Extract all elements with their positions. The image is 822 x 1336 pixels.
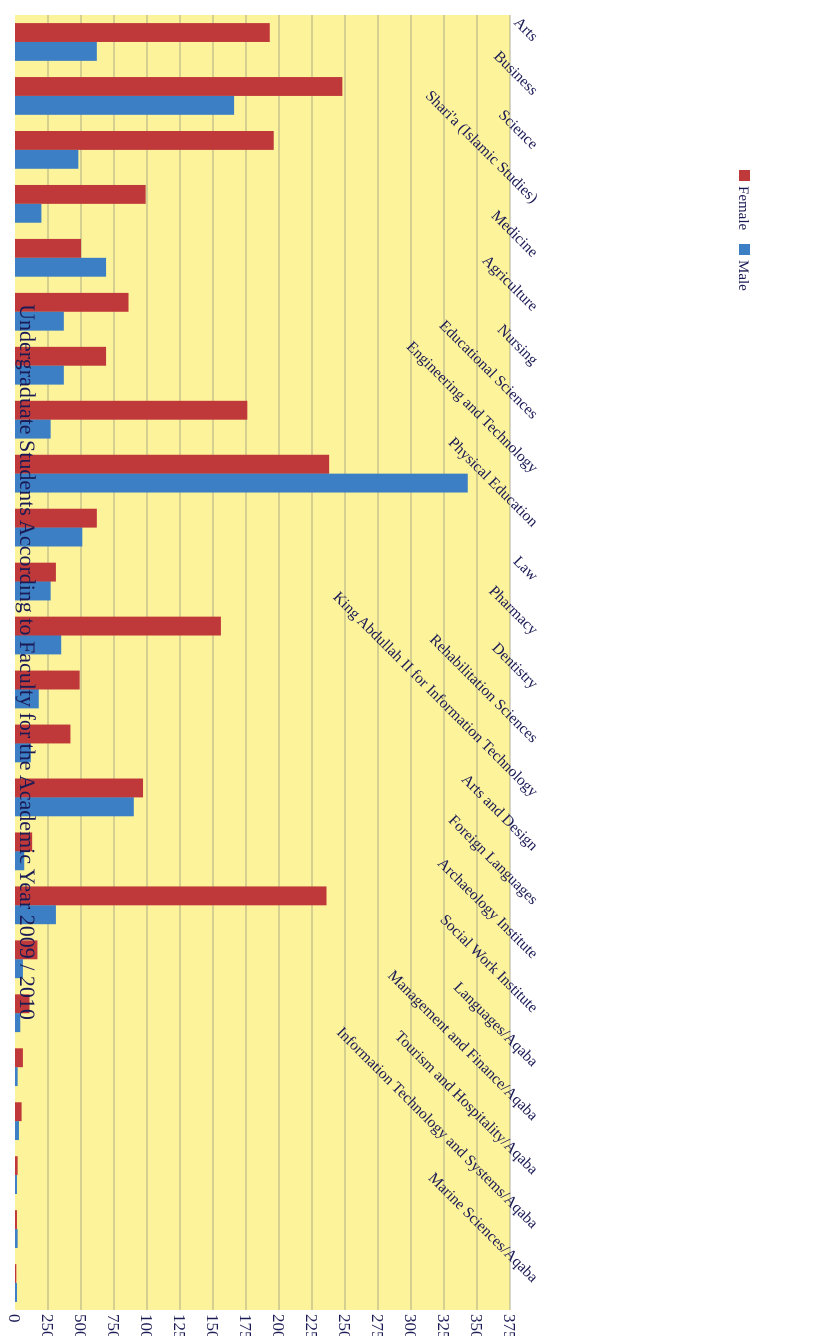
y-tick-label: 3500 bbox=[467, 1314, 486, 1336]
legend-swatch-female bbox=[739, 170, 750, 181]
y-tick-label: 2250 bbox=[302, 1314, 321, 1336]
bar-male-archaeology-institute bbox=[14, 959, 23, 979]
bar-female-nursing bbox=[15, 346, 107, 366]
bar-male-shari-a-islamic-studies bbox=[15, 203, 42, 223]
bar-male-medicine bbox=[15, 257, 107, 277]
bar-female-rehabilitation-sciences bbox=[15, 724, 71, 744]
bar-male-dentistry bbox=[15, 689, 39, 709]
bar-female-engineering-and-technology bbox=[15, 454, 330, 474]
legend-swatch-male bbox=[739, 244, 750, 255]
bar-male-tourism-and-hospitality-aqaba bbox=[14, 1175, 17, 1194]
y-tick-label: 3000 bbox=[401, 1314, 420, 1336]
bar-female-management-and-finance-aqaba bbox=[14, 1102, 22, 1122]
bar-female-medicine bbox=[15, 238, 81, 258]
bar-female-pharmacy bbox=[14, 616, 221, 636]
y-tick-label: 500 bbox=[71, 1314, 90, 1336]
bar-male-law bbox=[15, 581, 51, 601]
y-axis-ticks: 0 250 500 750 1000 1250 1500 1750 2000 2250 2500 27… bbox=[5, 1314, 519, 1336]
bars bbox=[14, 23, 468, 1302]
bar-male-business bbox=[15, 95, 235, 115]
y-tick-label: 750 bbox=[104, 1314, 123, 1336]
y-tick-label: 3250 bbox=[434, 1314, 453, 1336]
bar-male-physical-education bbox=[15, 527, 83, 547]
bar-female-business bbox=[15, 77, 343, 96]
y-tick-label: 1500 bbox=[203, 1314, 222, 1336]
bar-male-social-work-institute bbox=[15, 1013, 21, 1033]
bar-female-foreign-languages bbox=[15, 886, 327, 906]
bar-male-agriculture bbox=[15, 311, 64, 331]
y-tick-label: 1750 bbox=[236, 1314, 255, 1336]
bar-female-information-technology-and-systems-aqaba bbox=[14, 1210, 17, 1230]
bar-female-physical-education bbox=[15, 508, 97, 528]
bar-male-nursing bbox=[15, 365, 64, 385]
bar-male-pharmacy bbox=[15, 635, 62, 655]
y-tick-label: 0 bbox=[5, 1314, 24, 1323]
legend-label-male: Male bbox=[735, 260, 751, 291]
bar-female-dentistry bbox=[14, 670, 80, 690]
bar-female-shari-a-islamic-studies bbox=[15, 184, 146, 204]
y-tick-label: 2000 bbox=[269, 1314, 288, 1336]
bar-male-king-abdullah-ii-for-information-technology bbox=[14, 797, 134, 817]
category-label-arts: Arts bbox=[510, 14, 541, 45]
bar-female-languages-aqaba bbox=[14, 1048, 23, 1068]
bar-male-foreign-languages bbox=[14, 905, 56, 925]
bar-female-arts-and-design bbox=[14, 832, 33, 852]
gridlines bbox=[47, 15, 511, 1310]
bar-female-agriculture bbox=[15, 292, 129, 312]
bar-female-king-abdullah-ii-for-information-technology bbox=[14, 778, 144, 798]
legend-label-female: Female bbox=[735, 186, 751, 230]
chart-title: Undergraduate Students According to Facu… bbox=[15, 304, 40, 1020]
bar-female-marine-sciences-aqaba bbox=[15, 1264, 17, 1284]
bar-male-educational-sciences bbox=[15, 419, 51, 439]
y-tick-label: 2750 bbox=[368, 1314, 387, 1336]
plot-area bbox=[15, 15, 510, 1310]
bar-female-archaeology-institute bbox=[15, 940, 38, 960]
bar-female-social-work-institute bbox=[15, 994, 30, 1014]
bar-female-tourism-and-hospitality-aqaba bbox=[15, 1156, 18, 1176]
bar-male-management-and-finance-aqaba bbox=[15, 1121, 19, 1141]
bar-male-rehabilitation-sciences bbox=[15, 743, 31, 763]
legend: Female Male bbox=[735, 170, 751, 291]
bar-female-law bbox=[14, 562, 56, 582]
bar-male-languages-aqaba bbox=[15, 1067, 18, 1087]
y-tick-label: 1250 bbox=[170, 1314, 189, 1336]
y-tick-label: 250 bbox=[38, 1314, 57, 1336]
bar-male-engineering-and-technology bbox=[15, 473, 468, 493]
bar-male-arts-and-design bbox=[14, 851, 25, 871]
category-label-law: Law bbox=[510, 553, 542, 585]
bar-male-marine-sciences-aqaba bbox=[14, 1283, 17, 1302]
bar-female-arts bbox=[15, 23, 270, 42]
y-tick-label: 3750 bbox=[500, 1314, 519, 1336]
y-tick-label: 2500 bbox=[335, 1314, 354, 1336]
bar-male-information-technology-and-systems-aqaba bbox=[15, 1229, 18, 1248]
bar-male-arts bbox=[15, 41, 97, 61]
bar-female-science bbox=[14, 131, 274, 150]
y-tick-label: 1000 bbox=[137, 1314, 156, 1336]
bar-female-educational-sciences bbox=[15, 400, 248, 420]
bar-male-science bbox=[14, 149, 79, 169]
